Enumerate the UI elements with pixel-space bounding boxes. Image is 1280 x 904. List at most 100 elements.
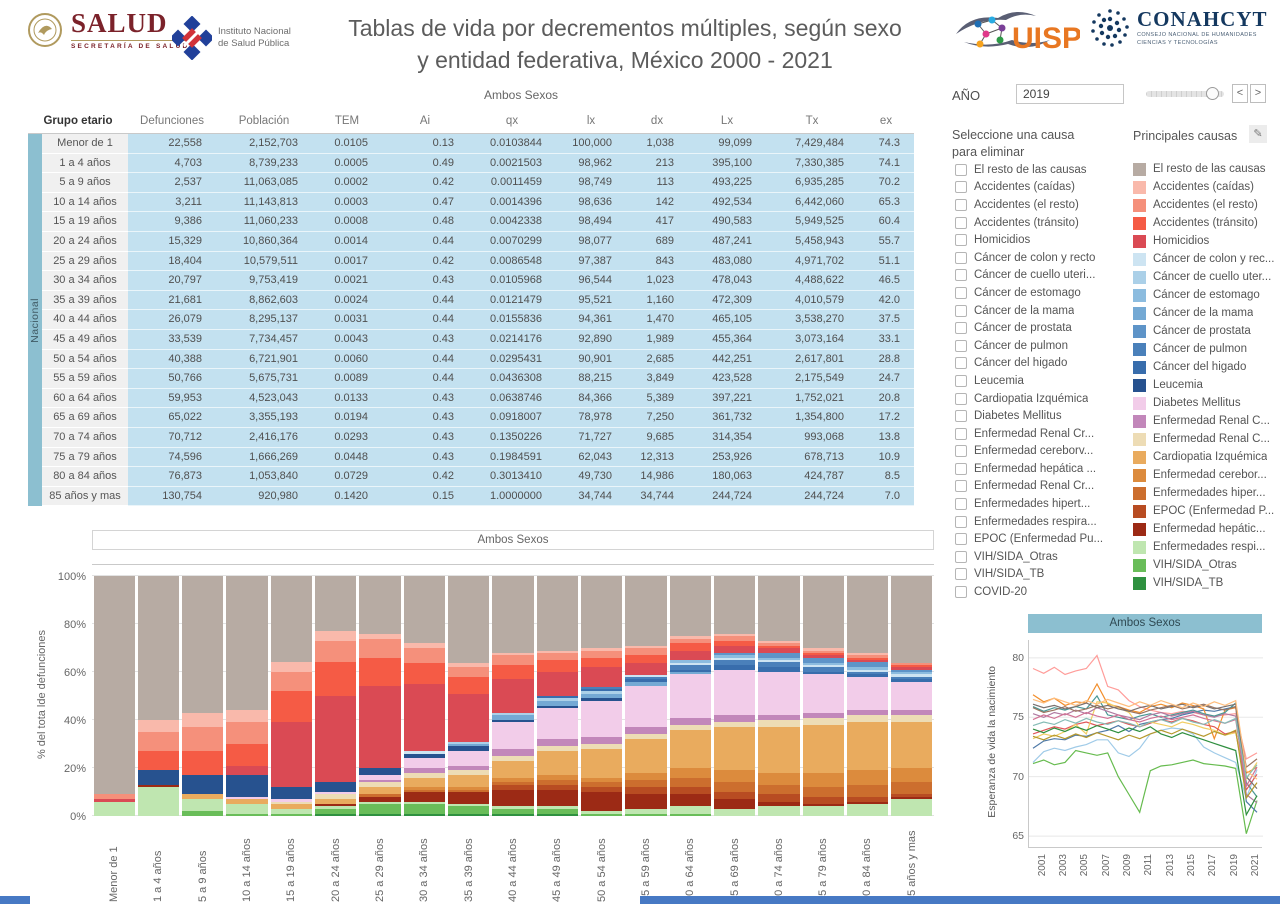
- cause-checkbox-row[interactable]: Cáncer de estomago: [952, 284, 1124, 302]
- checkbox-unchecked-icon[interactable]: [955, 462, 967, 475]
- bar-segment[interactable]: [448, 792, 490, 805]
- bar-segment[interactable]: [758, 801, 800, 807]
- bar-segment[interactable]: [315, 794, 357, 800]
- bar-segment[interactable]: [758, 660, 800, 663]
- bar-segment[interactable]: [758, 657, 800, 661]
- checkbox-unchecked-icon[interactable]: [955, 515, 967, 528]
- cause-checkbox-row[interactable]: Cáncer de cuello uteri...: [952, 267, 1124, 285]
- cause-checkbox-row[interactable]: Diabetes Mellitus: [952, 407, 1124, 425]
- bar-segment[interactable]: [669, 672, 711, 675]
- legend-item[interactable]: Cáncer de estomago: [1133, 286, 1278, 304]
- bar-segment[interactable]: [758, 648, 800, 653]
- bar-segment[interactable]: [802, 662, 844, 665]
- bar-segment[interactable]: [492, 722, 534, 749]
- bar-segment[interactable]: [758, 794, 800, 802]
- bar-segment[interactable]: [802, 724, 844, 773]
- legend-item[interactable]: Cáncer de pulmon: [1133, 340, 1278, 358]
- bar-segment[interactable]: [359, 782, 401, 788]
- bar-segment[interactable]: [315, 792, 357, 795]
- bar-segment[interactable]: [403, 684, 445, 752]
- bar-segment[interactable]: [669, 638, 711, 644]
- bar-segment[interactable]: [669, 643, 711, 651]
- bar-segment[interactable]: [846, 652, 889, 656]
- checkbox-unchecked-icon[interactable]: [955, 198, 967, 211]
- stacked-bar[interactable]: [580, 576, 623, 816]
- bar-segment[interactable]: [580, 813, 623, 816]
- bar-segment[interactable]: [270, 691, 313, 723]
- bar-segment[interactable]: [891, 576, 933, 663]
- legend-item[interactable]: VIH/SIDA_TB: [1133, 574, 1278, 592]
- legend-color-swatch[interactable]: [1133, 468, 1146, 482]
- checkbox-unchecked-icon[interactable]: [955, 568, 967, 581]
- legend-color-swatch[interactable]: [1133, 306, 1146, 320]
- bar-segment[interactable]: [448, 746, 490, 752]
- bar-segment[interactable]: [315, 631, 357, 641]
- bar-segment[interactable]: [359, 576, 401, 634]
- bar-segment[interactable]: [846, 674, 889, 677]
- bar-segment[interactable]: [182, 775, 224, 795]
- bar-segment[interactable]: [536, 672, 578, 697]
- bar-segment[interactable]: [669, 813, 711, 816]
- bar-segment[interactable]: [891, 794, 933, 797]
- bar-segment[interactable]: [802, 804, 844, 807]
- bar-segment[interactable]: [758, 672, 800, 716]
- bar-segment[interactable]: [315, 813, 357, 816]
- bar-segment[interactable]: [669, 650, 711, 661]
- cause-checkbox-row[interactable]: Enfermedad hepática ...: [952, 460, 1124, 478]
- legend-edit-icon[interactable]: ✎: [1249, 125, 1267, 143]
- legend-color-swatch[interactable]: [1133, 504, 1146, 518]
- bar-segment[interactable]: [669, 729, 711, 769]
- bar-segment[interactable]: [891, 676, 933, 680]
- bottom-scrollbar-left[interactable]: [0, 896, 30, 904]
- checkbox-unchecked-icon[interactable]: [955, 374, 967, 387]
- bar-segment[interactable]: [758, 645, 800, 649]
- legend-item[interactable]: Homicidios: [1133, 232, 1278, 250]
- legend-color-swatch[interactable]: [1133, 396, 1146, 410]
- bar-segment[interactable]: [182, 576, 224, 713]
- bar-segment[interactable]: [802, 664, 844, 668]
- legend-item[interactable]: Cardiopatia Izquémica: [1133, 448, 1278, 466]
- legend-item[interactable]: Cáncer de colon y rec...: [1133, 250, 1278, 268]
- legend-color-swatch[interactable]: [1133, 360, 1146, 374]
- life-expectancy-line[interactable]: [1032, 724, 1258, 817]
- bar-segment[interactable]: [713, 770, 756, 783]
- bar-segment[interactable]: [403, 753, 445, 759]
- bar-segment[interactable]: [403, 772, 445, 778]
- bar-segment[interactable]: [448, 765, 490, 771]
- year-next-button[interactable]: >: [1250, 84, 1266, 103]
- bar-segment[interactable]: [713, 664, 756, 670]
- bar-segment[interactable]: [580, 650, 623, 658]
- bar-segment[interactable]: [713, 655, 756, 658]
- bar-segment[interactable]: [270, 672, 313, 692]
- bar-segment[interactable]: [846, 657, 889, 661]
- legend-item[interactable]: Cáncer de la mama: [1133, 304, 1278, 322]
- legend-color-swatch[interactable]: [1133, 432, 1146, 446]
- bar-segment[interactable]: [315, 808, 357, 814]
- bar-segment[interactable]: [891, 662, 933, 665]
- bar-segment[interactable]: [536, 698, 578, 701]
- checkbox-unchecked-icon[interactable]: [955, 251, 967, 264]
- bar-segment[interactable]: [226, 804, 268, 814]
- bar-segment[interactable]: [669, 777, 711, 788]
- bar-segment[interactable]: [580, 667, 623, 687]
- cause-checkbox-row[interactable]: Cardiopatia Izquémica: [952, 390, 1124, 408]
- bar-segment[interactable]: [758, 772, 800, 785]
- bar-segment[interactable]: [359, 657, 401, 687]
- bar-segment[interactable]: [802, 667, 844, 673]
- bar-segment[interactable]: [492, 808, 534, 814]
- bar-segment[interactable]: [846, 660, 889, 663]
- legend-color-swatch[interactable]: [1133, 216, 1146, 230]
- cause-checkbox-row[interactable]: Accidentes (tránsito): [952, 214, 1124, 232]
- life-expectancy-line[interactable]: [1032, 703, 1258, 769]
- checkbox-unchecked-icon[interactable]: [955, 498, 967, 511]
- bar-segment[interactable]: [403, 787, 445, 790]
- bar-segment[interactable]: [669, 724, 711, 730]
- checkbox-unchecked-icon[interactable]: [955, 163, 967, 176]
- stacked-bar[interactable]: [758, 576, 800, 816]
- bar-segment[interactable]: [536, 650, 578, 653]
- checkbox-unchecked-icon[interactable]: [955, 339, 967, 352]
- checkbox-unchecked-icon[interactable]: [955, 480, 967, 493]
- bar-segment[interactable]: [713, 636, 756, 641]
- bar-segment[interactable]: [758, 667, 800, 673]
- bar-segment[interactable]: [492, 576, 534, 653]
